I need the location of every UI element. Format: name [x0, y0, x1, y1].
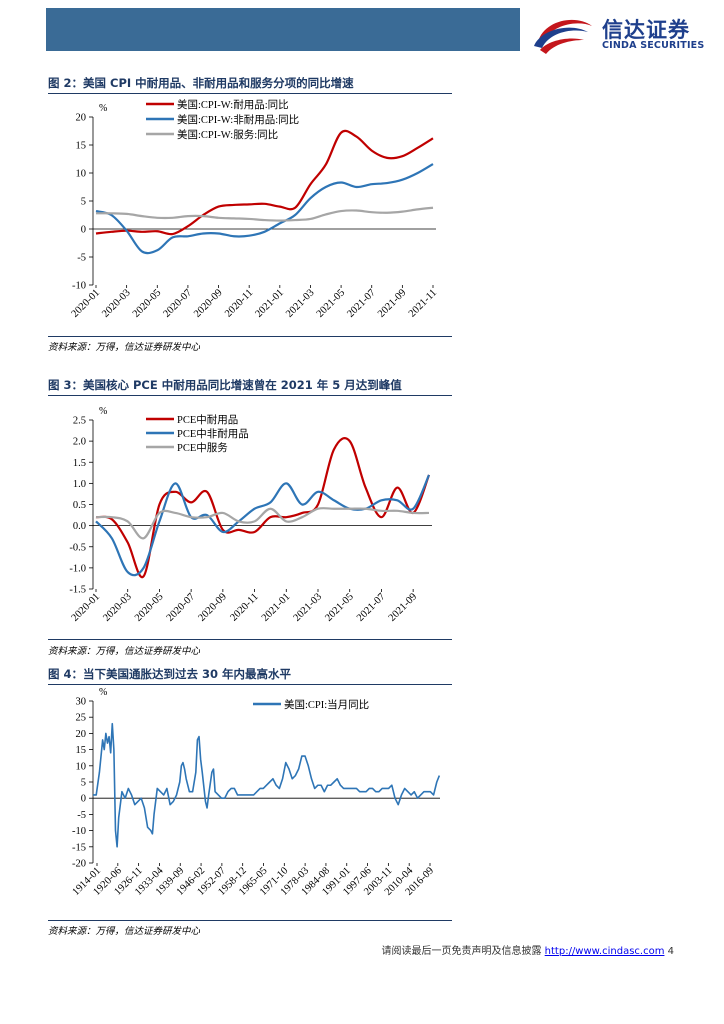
figure-4-rule [48, 684, 452, 685]
figure-2-bottom-rule [48, 336, 452, 337]
fig3-xtick-label: 2020-09 [196, 591, 229, 624]
disclaimer-text: 请阅读最后一页免责声明及信息披露 [381, 946, 542, 957]
fig2-xtick-label: 2020-05 [131, 287, 164, 320]
fig2-xtick-label: 2020-07 [162, 287, 195, 320]
fig2-series-line-3 [95, 206, 434, 222]
company-logo: 信达证券 CINDA SECURITIES [530, 12, 710, 56]
cinda-logo-icon [534, 19, 592, 54]
fig4-ytick-label: 30 [76, 697, 87, 708]
website-link[interactable]: http://www.cindasc.com [544, 946, 665, 957]
fig3-ytick-label: 2.5 [73, 416, 86, 427]
fig2-xtick-label: 2021-03 [284, 287, 317, 320]
fig3-xtick-label: 2020-07 [165, 591, 198, 624]
fig3-ytick-label: -0.5 [69, 542, 86, 553]
fig3-ytick-label: -1.5 [69, 585, 86, 596]
fig2-xtick-label: 2020-01 [70, 287, 103, 320]
fig2-legend-label-2: 美国:CPI-W:非耐用品:同比 [177, 113, 299, 126]
figure-3-source: 资料来源：万得，信达证券研发中心 [48, 646, 201, 657]
fig3-legend-label-1: PCE中耐用品 [177, 413, 238, 426]
fig3-xtick-label: 2020-11 [228, 591, 260, 623]
figure-2-title: 图 2：美国 CPI 中耐用品、非耐用品和服务分项的同比增速 [48, 76, 354, 90]
fig3-xtick-label: 2021-01 [260, 591, 293, 624]
fig2-xtick-label: 2021-07 [345, 287, 378, 320]
fig2-ytick-label: -5 [77, 253, 86, 264]
figure-3-chart: 2.52.01.51.00.50.0-0.5-1.0-1.5%2020-01 20… [69, 406, 432, 624]
fig2-legend-label-3: 美国:CPI-W:服务:同比 [177, 128, 278, 141]
fig2-legend-label-1: 美国:CPI-W:耐用品:同比 [177, 98, 289, 111]
fig3-xtick-label: 2021-09 [387, 591, 420, 624]
fig2-xtick-label: 2021-01 [253, 287, 286, 320]
logo-subtitle: CINDA SECURITIES [602, 40, 705, 51]
fig4-ytick-label: 10 [76, 761, 87, 772]
fig4-ytick-label: -5 [77, 810, 86, 821]
fig3-xtick-label: 2021-03 [292, 591, 325, 624]
fig3-yunit: % [99, 406, 107, 417]
figure-3-title: 图 3：美国核心 PCE 中耐用品同比增速曾在 2021 年 5 月达到峰值 [48, 378, 402, 392]
fig3-ytick-label: 2.0 [73, 437, 86, 448]
header-banner [46, 8, 520, 51]
fig2-ytick-label: 0 [81, 225, 86, 236]
page-footer: 请阅读最后一页免责声明及信息披露 http://www.cindasc.com … [381, 942, 674, 957]
logo-name: 信达证券 [602, 18, 690, 42]
fig3-series-line-2 [95, 474, 431, 577]
figure-2-rule [48, 93, 452, 94]
fig2-xtick-label: 2020-11 [223, 287, 255, 319]
fig4-ytick-label: 25 [76, 713, 87, 724]
fig3-legend-label-3: PCE中服务 [177, 441, 228, 454]
fig4-ytick-label: 20 [76, 729, 87, 740]
fig2-series-line-2 [95, 163, 434, 255]
fig2-ytick-label: -10 [72, 281, 86, 292]
fig4-ytick-label: -10 [72, 826, 86, 837]
fig4-ytick-label: -15 [72, 842, 86, 853]
fig2-xtick-label: 2021-09 [376, 287, 409, 320]
page-number: 4 [667, 946, 674, 957]
fig3-legend-label-2: PCE中非耐用品 [177, 427, 249, 440]
fig4-ytick-label: 15 [76, 745, 87, 756]
figure-2-chart: 20151050-5-10%2020-012020-032020-052020-… [70, 98, 440, 320]
fig3-ytick-label: -1.0 [69, 563, 86, 574]
fig3-ytick-label: 1.5 [73, 458, 86, 469]
figure-4-title: 图 4：当下美国通胀达到过去 30 年内最高水平 [48, 667, 292, 681]
fig2-xtick-label: 2021-05 [315, 287, 348, 320]
fig4-ytick-label: 5 [81, 778, 86, 789]
fig3-xtick-label: 2021-05 [323, 591, 356, 624]
fig3-series-line-1 [95, 437, 431, 579]
fig3-xtick-label: 2020-05 [133, 591, 166, 624]
figure-4-bottom-rule [48, 920, 452, 921]
fig2-series-line-1 [95, 129, 434, 236]
fig2-xtick-label: 2021-11 [407, 287, 439, 319]
fig3-xtick-label: 2020-01 [70, 591, 103, 624]
figure-3-bottom-rule [48, 639, 452, 640]
fig3-ytick-label: 1.0 [73, 479, 86, 490]
fig2-ytick-label: 10 [76, 169, 87, 180]
fig2-ytick-label: 5 [81, 197, 86, 208]
fig4-ytick-label: 0 [81, 794, 86, 805]
fig3-series-line-3 [95, 507, 430, 540]
fig3-ytick-label: 0.5 [73, 500, 86, 511]
fig2-yunit: % [99, 103, 107, 114]
fig2-xtick-label: 2020-03 [100, 287, 133, 320]
fig2-ytick-label: 15 [76, 141, 87, 152]
fig3-xtick-label: 2021-07 [355, 591, 388, 624]
fig4-yunit: % [99, 687, 107, 698]
fig4-series-line-1 [93, 722, 441, 848]
fig3-ytick-label: 0.0 [73, 521, 86, 532]
fig2-xtick-label: 2020-09 [192, 287, 225, 320]
fig4-legend-label-1: 美国:CPI:当月同比 [284, 698, 369, 711]
figure-4-source: 资料来源：万得，信达证券研发中心 [48, 926, 201, 937]
figure-3-rule [48, 395, 452, 396]
fig2-ytick-label: 20 [76, 113, 87, 124]
figure-4-chart: 302520151050-5-10-15-20%1914-011920-0619… [71, 687, 441, 898]
figure-2-source: 资料来源：万得，信达证券研发中心 [48, 342, 201, 353]
fig4-ytick-label: -20 [72, 859, 86, 870]
fig3-xtick-label: 2020-03 [101, 591, 134, 624]
